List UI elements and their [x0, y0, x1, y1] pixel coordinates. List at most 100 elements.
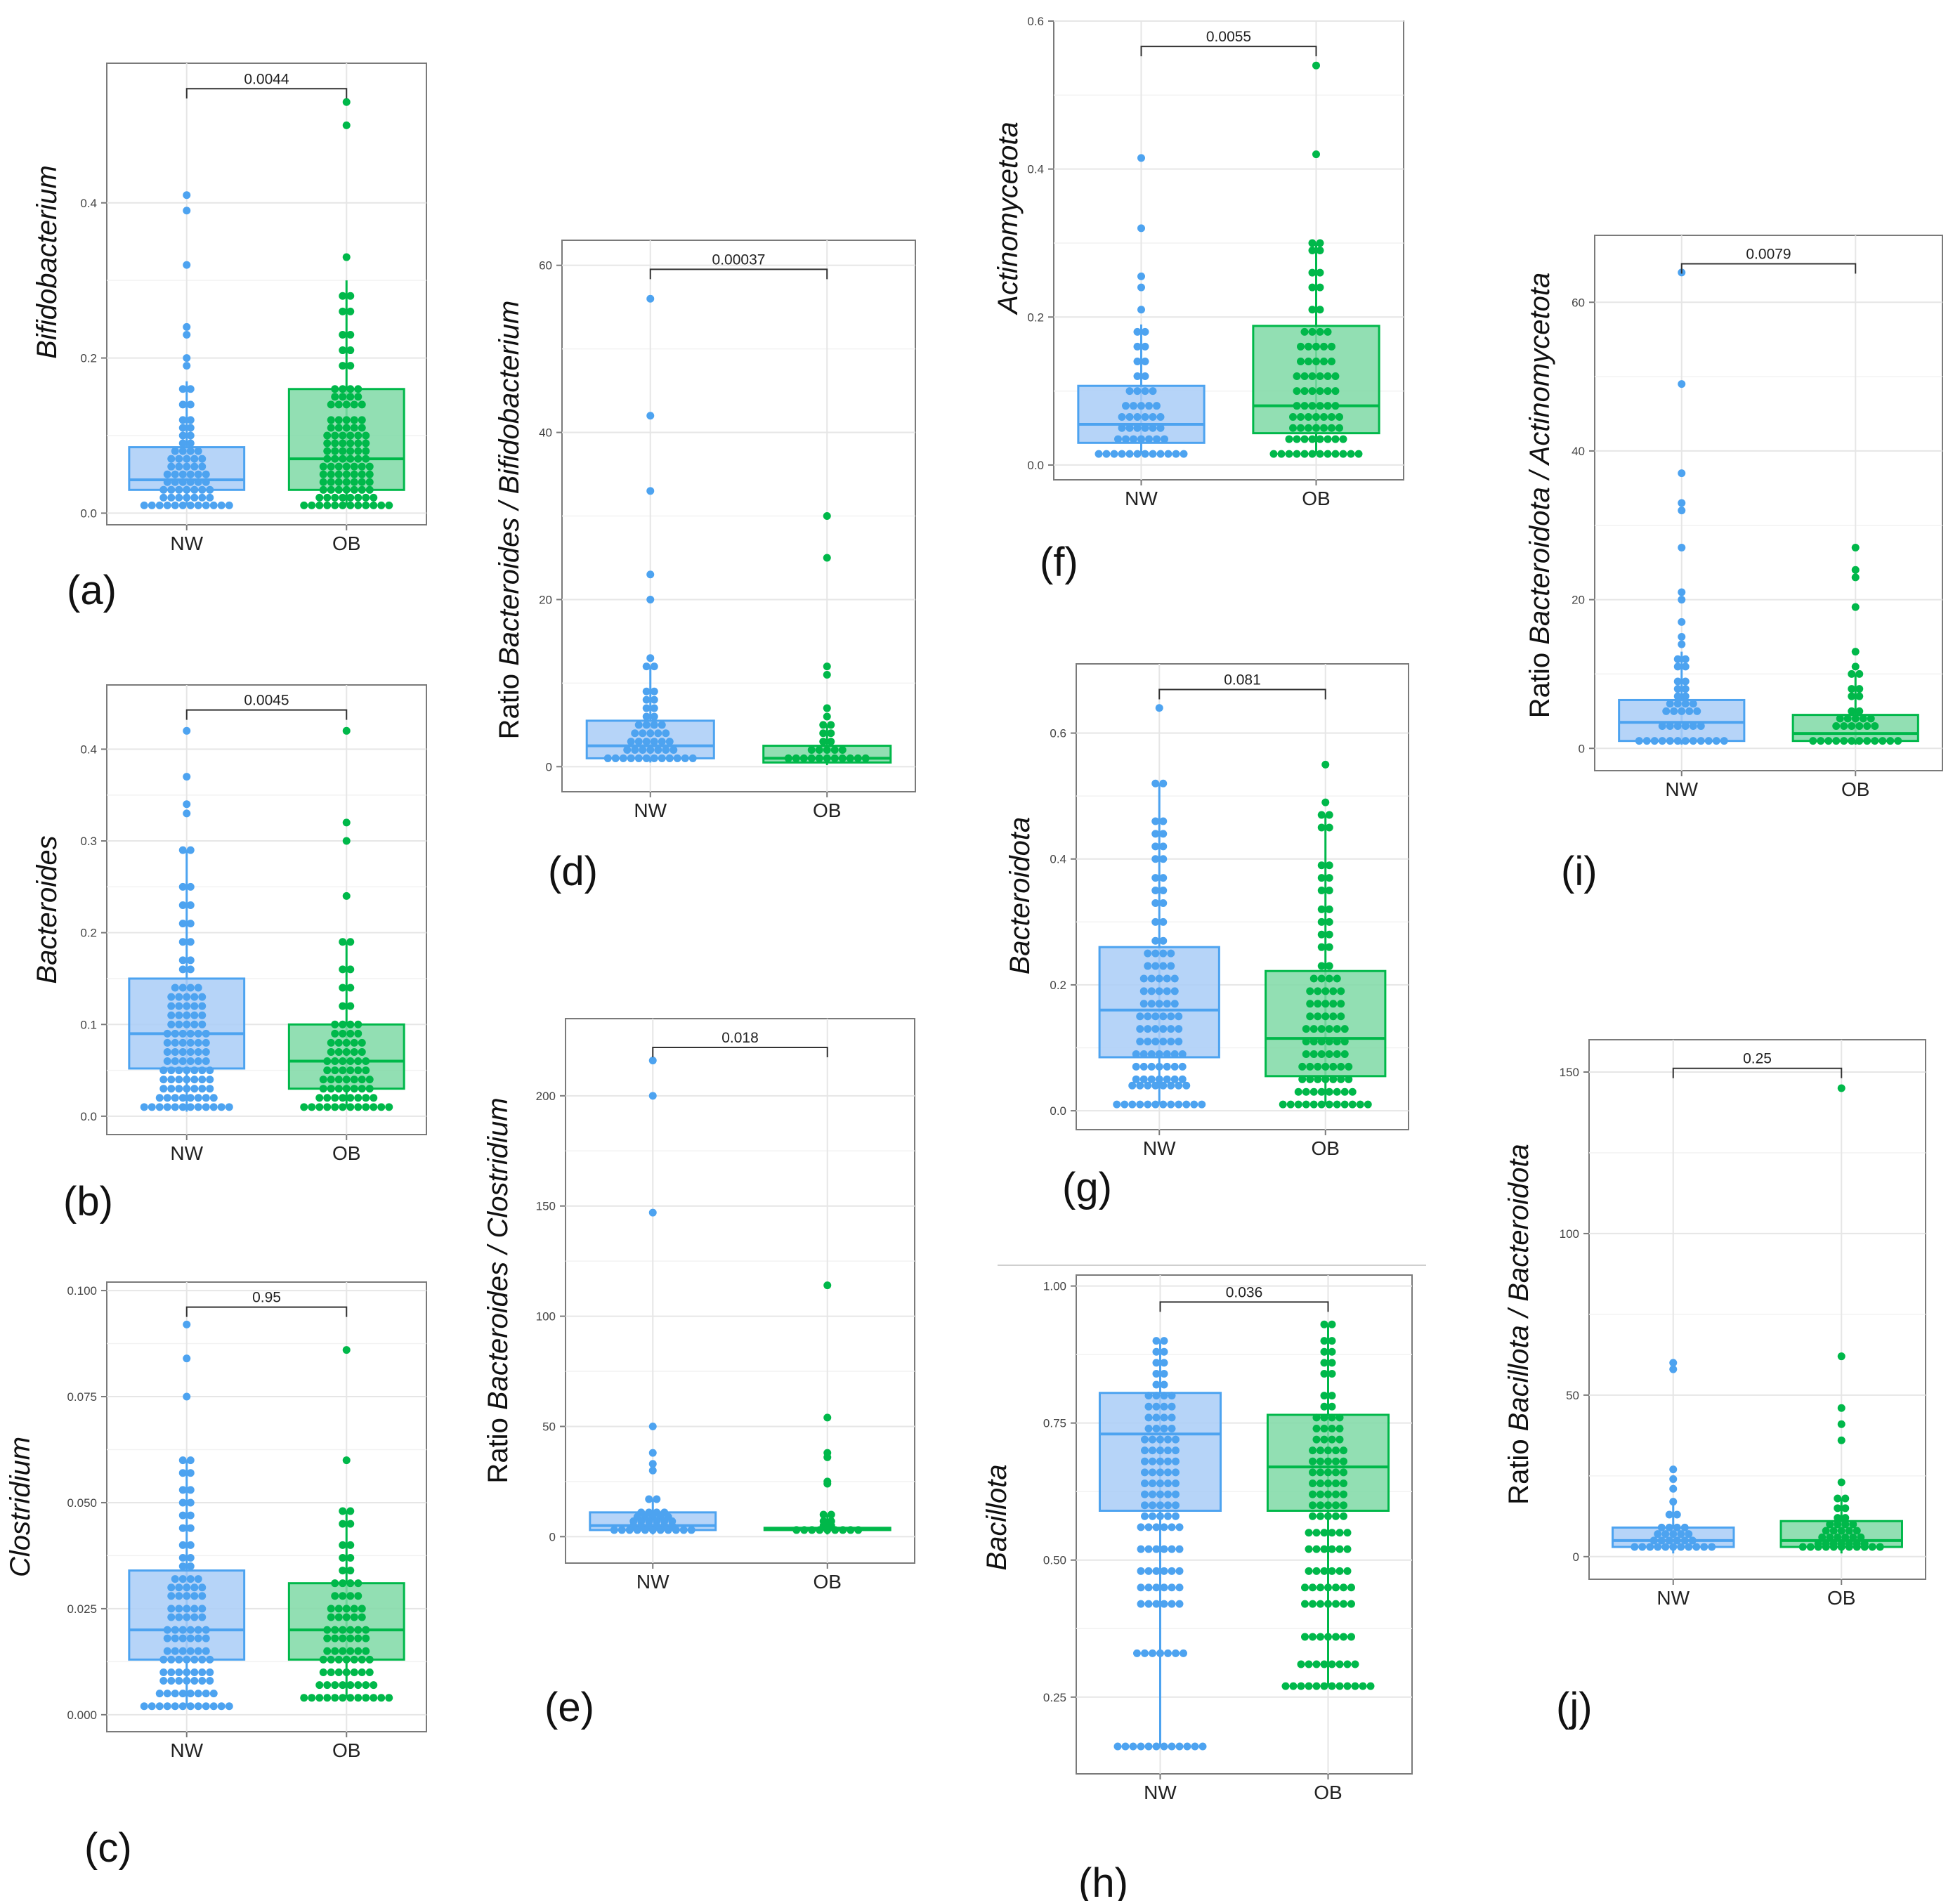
data-point [163, 1094, 171, 1102]
data-point [186, 984, 195, 992]
data-point [190, 1605, 199, 1613]
data-point [1281, 1682, 1290, 1690]
data-point [1163, 987, 1171, 995]
panel-letter: (d) [548, 849, 598, 894]
data-point [1834, 1514, 1842, 1522]
data-point [1328, 1545, 1336, 1553]
data-point [308, 501, 316, 509]
data-point [346, 1057, 355, 1066]
data-point [186, 1498, 195, 1507]
data-point [323, 1681, 332, 1690]
significance-bracket [1672, 1067, 1843, 1078]
data-point [183, 1320, 191, 1328]
data-point [1312, 150, 1320, 159]
data-point [1151, 1025, 1160, 1033]
data-point [1798, 1543, 1807, 1551]
data-point [1841, 1533, 1850, 1541]
data-point [358, 1038, 366, 1047]
data-point [1170, 974, 1179, 983]
data-point [354, 1057, 362, 1066]
data-point [331, 1626, 339, 1634]
plot-frame [1588, 1039, 1926, 1580]
data-point [642, 687, 651, 695]
data-point [1155, 974, 1163, 983]
data-point [339, 307, 347, 315]
data-point [1720, 737, 1728, 745]
data-point [339, 1057, 347, 1066]
y-tick-label: 1.00 [1043, 1280, 1066, 1293]
data-point [342, 837, 351, 845]
y-tick-label: 0.000 [67, 1709, 97, 1722]
data-point [163, 1038, 171, 1047]
y-tick-label: 0.4 [1050, 853, 1066, 866]
data-point [1325, 905, 1333, 913]
y-axis-label: Ratio Bacteroides / Clostridium [483, 1097, 514, 1483]
data-point [339, 330, 347, 339]
data-point [1164, 1512, 1172, 1520]
data-point [358, 1668, 366, 1676]
data-point [1834, 1494, 1842, 1503]
y-tick-label: 0.75 [1043, 1417, 1066, 1430]
series-ob [287, 1346, 405, 1702]
data-point [1837, 1404, 1845, 1412]
data-point [339, 938, 347, 946]
series-ob [287, 726, 405, 1111]
data-point [1302, 1025, 1310, 1033]
data-point [308, 1694, 316, 1702]
data-point [1348, 1100, 1357, 1109]
data-point [1339, 450, 1347, 458]
data-point [1328, 1660, 1336, 1668]
data-point [1159, 830, 1168, 838]
data-point [1328, 1402, 1336, 1411]
data-point [1673, 1523, 1681, 1531]
data-point [1324, 1512, 1332, 1520]
data-point [346, 1103, 355, 1111]
data-point [1317, 1512, 1324, 1520]
data-point [1347, 450, 1355, 458]
data-point [1849, 1533, 1857, 1541]
significance-bracket [185, 88, 348, 99]
y-tick-label: 60 [1572, 296, 1585, 309]
data-point [171, 1103, 179, 1111]
data-point [186, 1690, 195, 1698]
data-point [665, 754, 674, 762]
data-point [1316, 402, 1324, 410]
x-tick-label: OB [1302, 488, 1330, 509]
data-point [1312, 1413, 1321, 1422]
data-point [190, 462, 199, 471]
data-point [385, 1694, 393, 1702]
data-point [354, 447, 362, 455]
data-point [178, 1524, 187, 1532]
data-point [186, 920, 195, 928]
data-point [1335, 1567, 1344, 1575]
data-point [1190, 1100, 1198, 1109]
data-point [1159, 1081, 1168, 1090]
data-point [656, 1526, 665, 1534]
data-point [1848, 692, 1856, 700]
data-point [198, 1066, 207, 1075]
data-point [175, 1605, 183, 1613]
data-point [171, 984, 179, 992]
data-point [1328, 1337, 1336, 1345]
data-point [1125, 412, 1134, 421]
data-point [342, 1613, 351, 1621]
data-point [1328, 1392, 1336, 1400]
data-point [1312, 1435, 1321, 1444]
data-point [1335, 1545, 1344, 1553]
data-point [1168, 1742, 1176, 1751]
data-point [1289, 1682, 1298, 1690]
data-point [1136, 1100, 1144, 1109]
data-point [190, 1668, 199, 1676]
data-point [1144, 1025, 1152, 1033]
data-point [1114, 435, 1122, 443]
data-point [1306, 1075, 1314, 1083]
data-point [1168, 1567, 1176, 1575]
data-point [183, 773, 191, 781]
y-tick-label: 0.100 [67, 1284, 97, 1298]
data-point [1159, 936, 1168, 945]
data-point [642, 662, 651, 671]
data-point [190, 485, 199, 494]
data-point [350, 1605, 358, 1613]
data-point [1309, 1038, 1318, 1046]
